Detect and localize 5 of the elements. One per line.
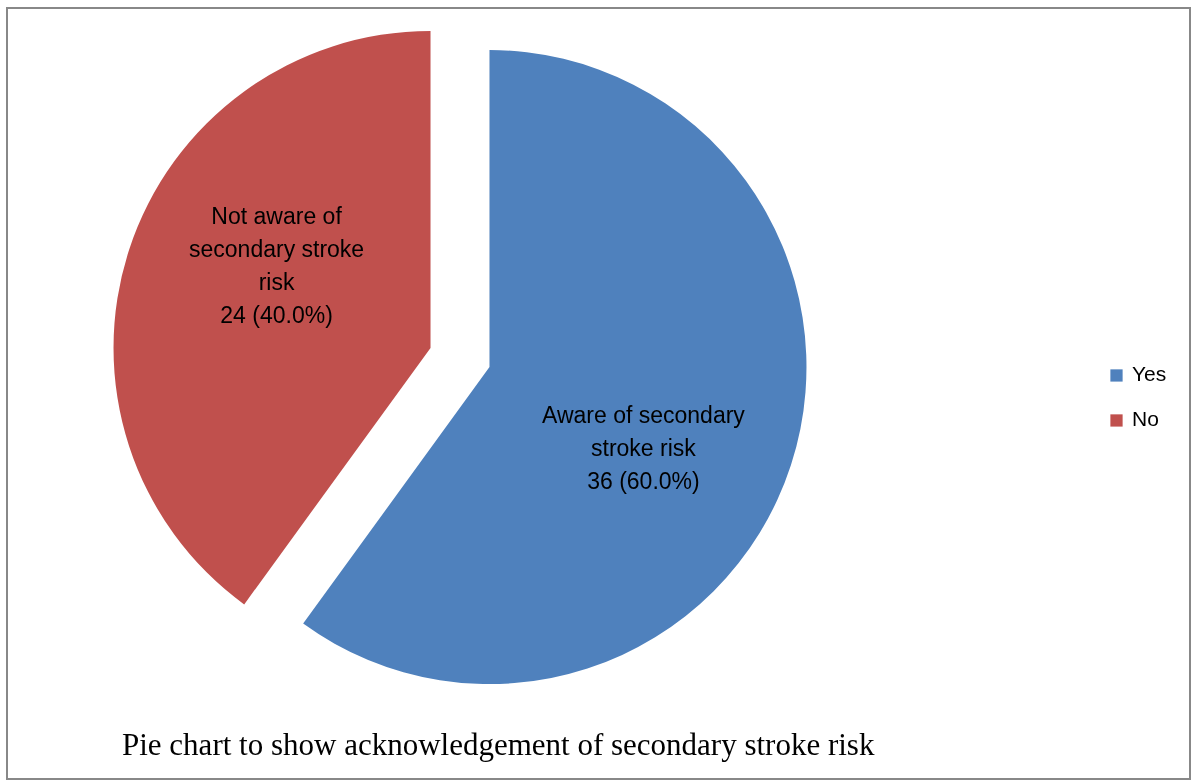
data-label: Not aware of secondary stroke risk 24 (40.0%) [189,202,365,328]
text: Pie chart to show acknowledgement of secondary stroke risk [122,727,875,762]
data-label: Aware of secondary stroke risk 36 (60.0%) [541,401,746,494]
legend-label: No [1132,407,1159,431]
legend-label: Yes [1132,362,1167,386]
